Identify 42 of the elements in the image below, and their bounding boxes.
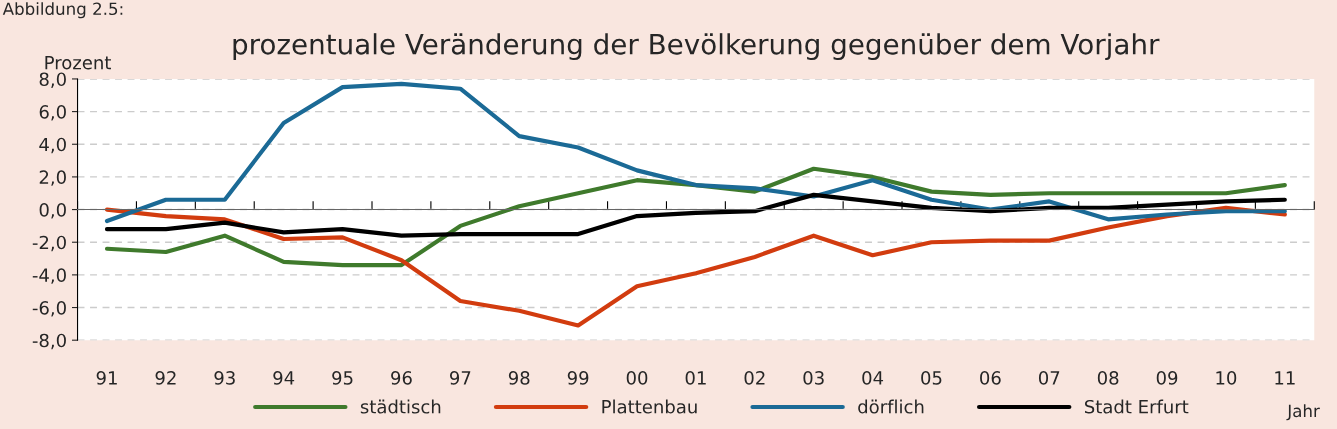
line-series (104, 192, 1287, 238)
x-tick-label: 97 (449, 371, 471, 385)
y-tick-label: 8,0 (39, 72, 66, 88)
x-tick-label: 95 (332, 371, 353, 385)
text: Abbildung 2.5: (2, 2, 123, 19)
x-tick-label: 02 (744, 371, 765, 385)
x-tick-label: 98 (508, 371, 530, 385)
x-tick-label: 05 (921, 371, 942, 385)
y-tick-label: 2,0 (39, 170, 66, 186)
x-tick-label: 91 (96, 371, 117, 385)
x-tick-label: 07 (1038, 371, 1060, 385)
x-tick-label: 06 (980, 371, 1001, 385)
x-tick-label: 03 (803, 371, 824, 385)
y-tick-label: -2,0 (32, 235, 66, 252)
legend-label: Stadt Erfurt (1084, 399, 1189, 414)
x-tick-label: 04 (862, 371, 884, 385)
legend-label: dörflich (858, 399, 924, 414)
x-tick-label: 94 (273, 371, 295, 385)
x-tick-label: 01 (685, 371, 706, 385)
line-series (104, 81, 1287, 224)
y-tick-label: -8,0 (32, 333, 66, 350)
x-tick-label: 96 (391, 371, 412, 385)
x-tick-label: 11 (1275, 371, 1295, 385)
y-tick-label: -6,0 (32, 301, 66, 317)
x-tick-label: 09 (1156, 371, 1178, 385)
y-tick-label: -4,0 (32, 268, 66, 284)
x-tick-label: 92 (155, 371, 176, 385)
y-tick-label: 6,0 (39, 105, 66, 121)
legend-label: städtisch (360, 399, 441, 414)
y-tick-label: 0,0 (39, 203, 66, 219)
x-tick-label: 00 (626, 371, 648, 385)
x-axis-title: Jahr (1286, 404, 1320, 421)
x-tick-label: 93 (214, 371, 235, 385)
x-tick-label: 08 (1097, 371, 1119, 385)
y-tick-label: 4,0 (39, 137, 66, 154)
y-axis-title: Prozent (45, 56, 111, 70)
chart-title: prozentuale Veränderung der Bevölkerung gegenüber dem Vorjahr (233, 33, 1160, 61)
line-series (104, 166, 1287, 268)
x-tick-label: 99 (567, 371, 589, 385)
line-series (104, 205, 1287, 328)
x-tick-label: 10 (1216, 371, 1237, 385)
legend-label: Plattenbau (602, 399, 697, 414)
